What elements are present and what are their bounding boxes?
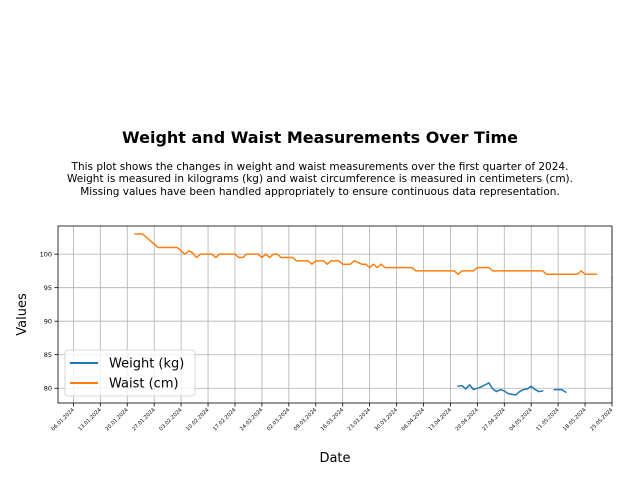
x-tick-label: 13.01.2024 xyxy=(77,407,103,433)
x-tick-label: 18.05.2024 xyxy=(562,407,588,433)
y-tick-label: 95 xyxy=(44,284,52,292)
y-axis-label: Values xyxy=(15,293,30,336)
x-tick-label: 06.04.2024 xyxy=(401,407,427,433)
legend-box xyxy=(64,349,196,397)
x-tick-label: 13.04.2024 xyxy=(428,407,454,433)
x-tick-label: 17.02.2024 xyxy=(212,407,238,433)
x-tick-label: 27.01.2024 xyxy=(131,407,157,433)
y-axis: 80 85 90 95 100 xyxy=(40,250,58,393)
x-tick-label: 27.04.2024 xyxy=(481,407,507,433)
x-tick-label: 06.01.2024 xyxy=(51,407,77,433)
y-tick-label: 85 xyxy=(44,351,52,359)
x-tick-label: 02.03.2024 xyxy=(266,407,292,433)
x-tick-label: 03.02.2024 xyxy=(158,407,184,433)
x-tick-label: 24.02.2024 xyxy=(239,407,265,433)
chart-title: Weight and Waist Measurements Over Time xyxy=(122,128,518,147)
x-tick-label: 11.05.2024 xyxy=(535,407,561,433)
legend-label-1: Waist (cm) xyxy=(109,377,179,392)
series-line-1 xyxy=(134,233,598,276)
x-tick-label: 16.03.2024 xyxy=(320,407,346,433)
series-line-0 xyxy=(457,382,544,396)
y-tick-label: 80 xyxy=(44,385,52,393)
x-tick-label: 30.03.2024 xyxy=(374,407,400,433)
subtitle-line-2: Weight is measured in kilograms (kg) and… xyxy=(66,173,573,186)
x-tick-label: 04.05.2024 xyxy=(508,407,534,433)
x-tick-label: 20.04.2024 xyxy=(455,407,481,433)
subtitle-line-1: This plot shows the changes in weight an… xyxy=(71,161,569,173)
y-tick-label: 100 xyxy=(40,250,52,258)
subtitle-line-3: Missing values have been handled appropr… xyxy=(80,185,560,198)
x-tick-label: 23.03.2024 xyxy=(347,407,373,433)
x-tick-label: 20.01.2024 xyxy=(104,407,130,433)
x-axis: 06.01.2024 13.01.2024 20.01.2024 27.01.2024… xyxy=(51,403,615,432)
x-tick-label: 09.03.2024 xyxy=(293,407,319,433)
x-tick-label: 10.02.2024 xyxy=(185,407,211,433)
chart-subtitle: This plot shows the changes in weight an… xyxy=(0,161,640,198)
plot-frame xyxy=(57,225,613,404)
plot-lines xyxy=(134,233,613,396)
legend-label-0: Weight (kg) xyxy=(109,357,184,372)
y-tick-label: 90 xyxy=(44,318,52,326)
series-line-0 xyxy=(553,388,567,394)
x-axis-label: Date xyxy=(319,451,350,466)
x-tick-label: 25.05.2024 xyxy=(589,407,615,433)
legend: Weight (kg) Waist (cm) xyxy=(64,349,196,397)
